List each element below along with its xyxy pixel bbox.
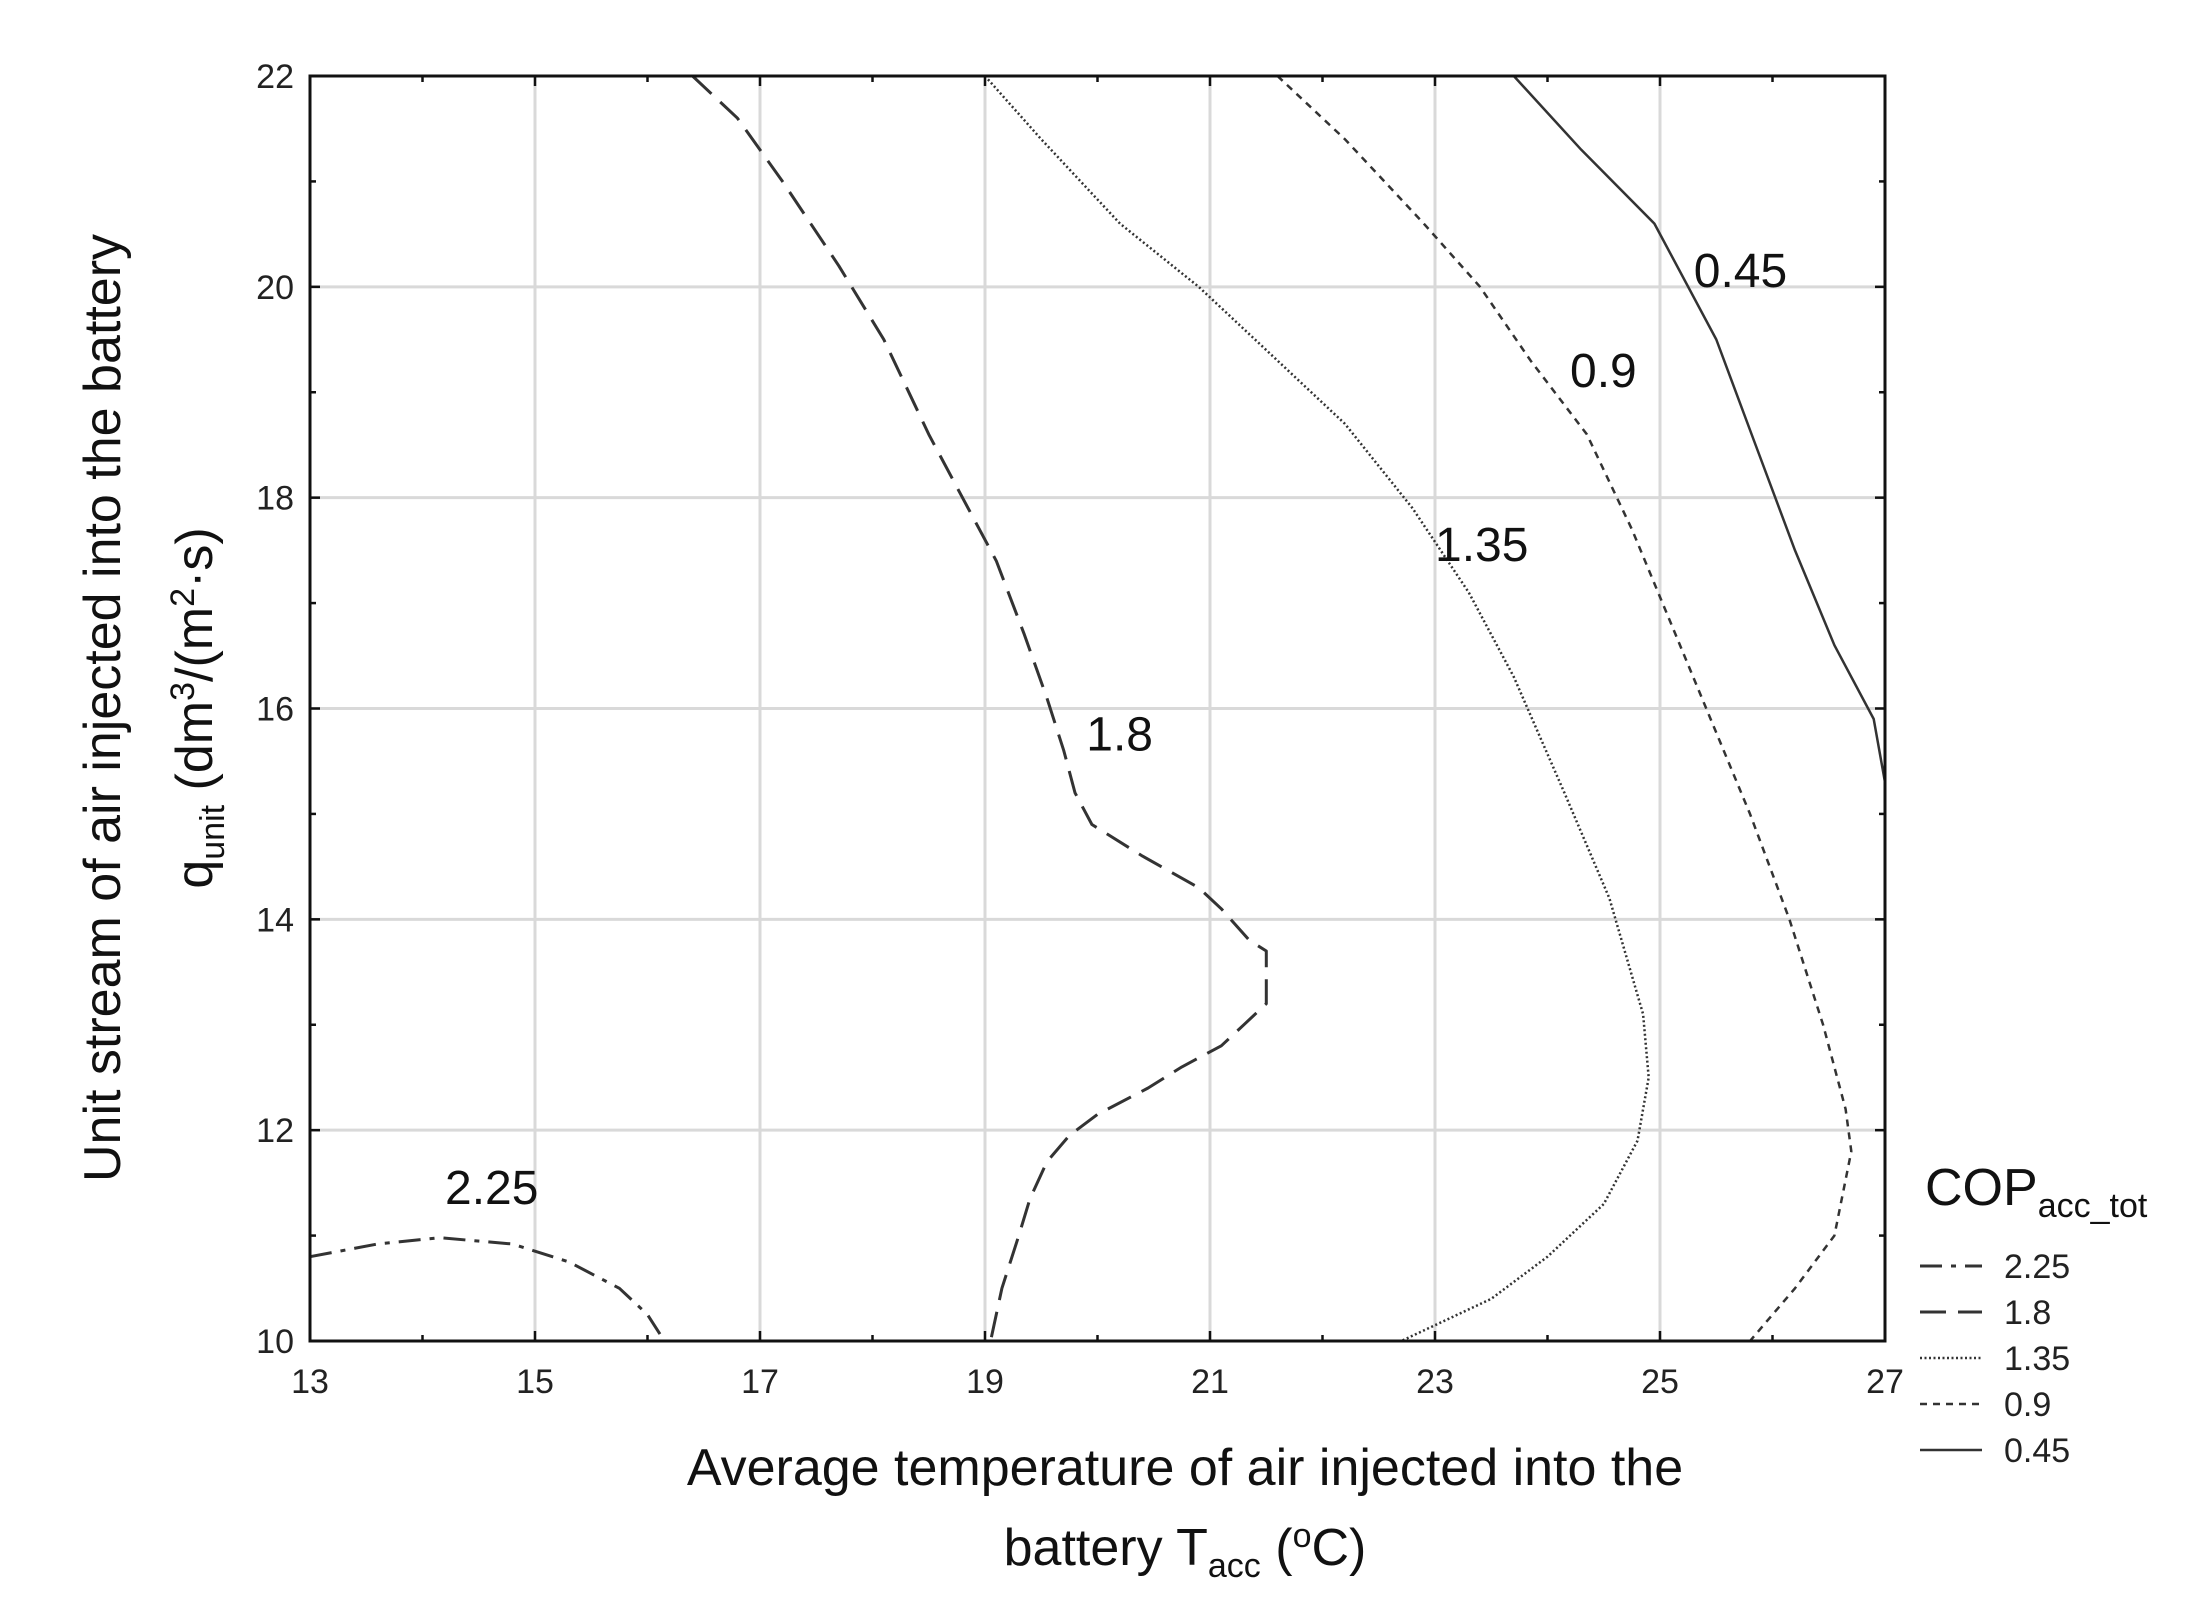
x-tick-label: 19 — [966, 1363, 1004, 1401]
grid-lines — [310, 76, 1885, 1341]
contour-line-2-25 — [309, 1236, 666, 1342]
y-tick-label: 14 — [256, 901, 294, 939]
y-axis-title-line2: qunit (dm3/(m2·s) — [164, 527, 232, 888]
x-axis-title-sup: o — [1293, 1517, 1312, 1555]
y-axis-title-a: (dm — [166, 701, 224, 805]
x-tick-label: 17 — [741, 1363, 779, 1401]
y-tick-label: 16 — [256, 691, 294, 729]
contour-label-1-8: 1.8 — [1086, 709, 1153, 762]
y-axis-title-sup2: 2 — [164, 588, 202, 607]
axis-ticks: 13 15 17 19 21 23 25 27 10 12 14 16 18 20 22 — [256, 58, 1904, 1401]
contour-label-0-9: 0.9 — [1570, 345, 1637, 398]
legend-title-sub: acc_tot — [2038, 1187, 2148, 1225]
y-axis-title-sup1: 3 — [164, 682, 202, 701]
legend-items: 2.25 1.8 1.35 0.9 0.45 — [1920, 1248, 2070, 1470]
contour-label-0-45: 0.45 — [1694, 245, 1787, 298]
contour-label-2-25: 2.25 — [445, 1162, 538, 1215]
contour-line-1-35 — [984, 75, 1650, 1343]
y-axis-title-sub: unit — [194, 804, 232, 859]
x-axis-title-line2: battery Tacc (oC) — [1004, 1517, 1367, 1585]
x-tick-label: 27 — [1866, 1363, 1904, 1401]
y-tick-label: 12 — [256, 1112, 294, 1150]
x-axis-title-prefix: battery T — [1004, 1519, 1208, 1577]
y-axis-title-c: ·s) — [166, 527, 224, 588]
x-axis-title-open: ( — [1261, 1519, 1293, 1577]
x-tick-label: 21 — [1191, 1363, 1229, 1401]
x-axis-title-line1: Average temperature of air injected into… — [687, 1439, 1683, 1497]
legend-title-main: COP — [1925, 1159, 2038, 1217]
y-tick-label: 10 — [256, 1323, 294, 1361]
x-tick-label: 23 — [1416, 1363, 1454, 1401]
x-axis-title-sub: acc — [1208, 1547, 1261, 1585]
legend-label-1-8: 1.8 — [2004, 1294, 2051, 1332]
legend: COPacc_tot 2.25 1.8 1.35 0.9 0.45 — [1920, 1159, 2148, 1470]
y-tick-label: 18 — [256, 480, 294, 518]
y-axis-title-line1: Unit stream of air injected into the bat… — [74, 234, 132, 1182]
y-axis-title-q: q — [166, 860, 224, 889]
contour-label-1-35: 1.35 — [1435, 519, 1528, 572]
x-tick-label: 13 — [291, 1363, 329, 1401]
x-axis-title-suffix: C) — [1311, 1519, 1366, 1577]
y-axis-title-b: /(m — [166, 607, 224, 682]
contour-line-0-45 — [1512, 75, 1887, 783]
legend-title: COPacc_tot — [1925, 1159, 2148, 1225]
x-tick-label: 15 — [516, 1363, 554, 1401]
legend-label-0-45: 0.45 — [2004, 1432, 2070, 1470]
contour-line-1-8 — [691, 74, 1268, 1342]
y-tick-label: 20 — [256, 269, 294, 307]
contour-line-0-9 — [1276, 75, 1853, 1342]
y-tick-label: 22 — [256, 58, 294, 96]
legend-label-0-9: 0.9 — [2004, 1386, 2051, 1424]
contour-lines — [309, 74, 1887, 1343]
legend-label-1-35: 1.35 — [2004, 1340, 2070, 1378]
x-tick-label: 25 — [1641, 1363, 1679, 1401]
legend-label-2-25: 2.25 — [2004, 1248, 2070, 1286]
contour-labels: 2.25 1.8 1.35 0.9 0.45 — [445, 245, 1787, 1215]
